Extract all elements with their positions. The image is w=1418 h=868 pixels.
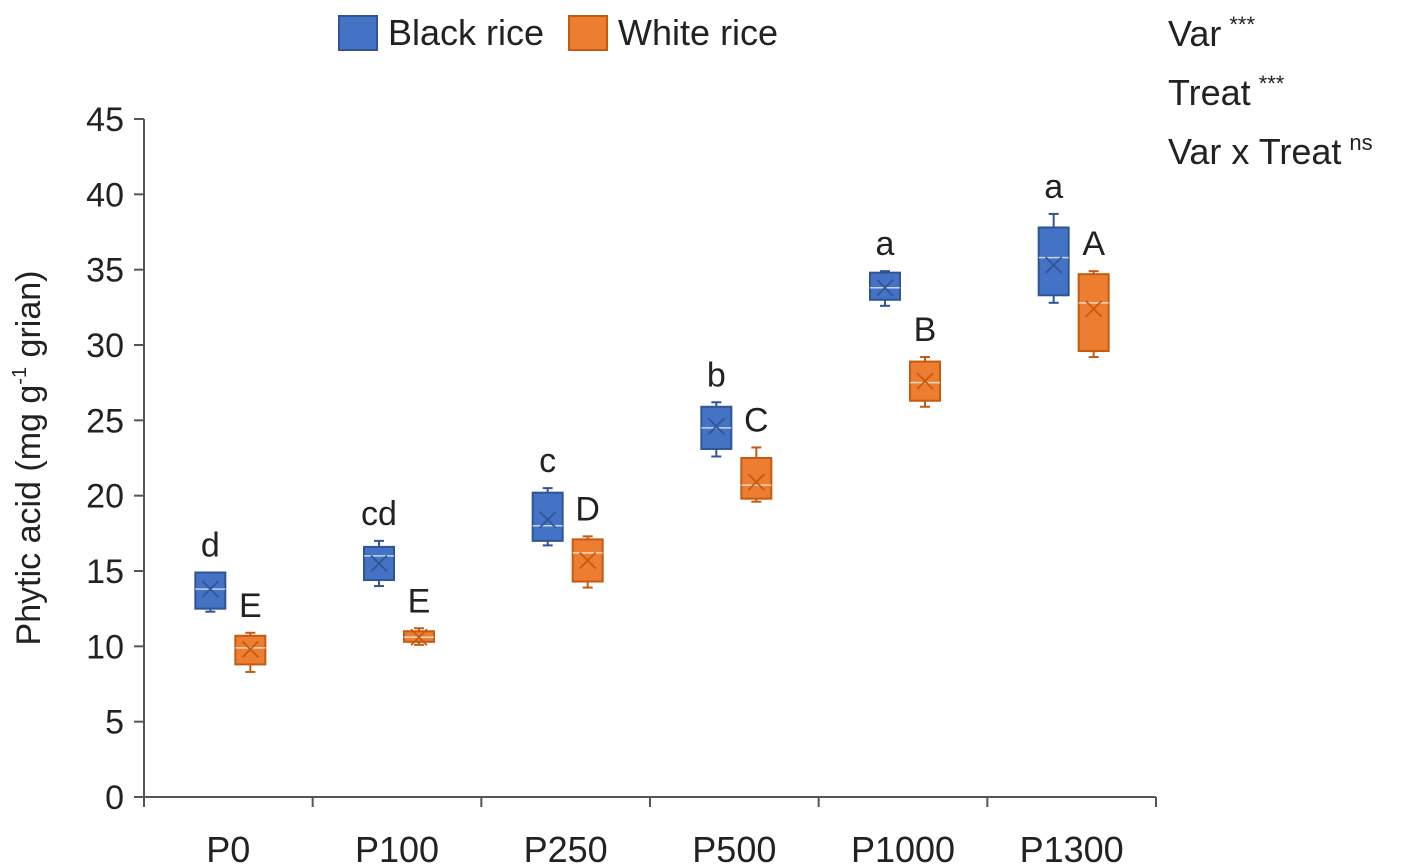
box-white-rice-p250: D (571, 490, 604, 589)
box-black-rice-p1000: a (869, 225, 901, 307)
significance-letter: a (1044, 168, 1063, 206)
y-tick-label: 35 (86, 252, 124, 290)
significance-letter: C (744, 401, 769, 439)
stat-treat: Treat *** (1168, 71, 1285, 113)
significance-letter: A (1082, 225, 1105, 263)
mean-marker (579, 551, 597, 570)
y-tick-label: 5 (105, 704, 124, 742)
mean-marker (370, 554, 388, 573)
mean-marker (876, 279, 894, 297)
box-black-rice-p250: c (531, 442, 564, 547)
x-tick-label: P250 (524, 829, 608, 868)
box-black-rice-p1300: a (1037, 168, 1070, 304)
box-body (869, 271, 901, 301)
mean-marker (241, 640, 259, 658)
y-tick-label: 40 (86, 176, 124, 214)
x-tick-label: P500 (692, 829, 776, 868)
box-white-rice-p0: E (234, 587, 267, 673)
y-axis-label: Phytic acid (mg g-1 grian) (9, 271, 48, 646)
mean-marker (1085, 300, 1103, 318)
box-body (740, 457, 773, 500)
box-body (531, 491, 564, 542)
mean-marker (707, 417, 725, 435)
box-white-rice-p500: C (740, 401, 773, 503)
box-body (1077, 273, 1110, 353)
box-white-rice-p1300: A (1077, 225, 1110, 359)
box-white-rice-p100: E (403, 582, 435, 646)
significance-letter: cd (361, 495, 397, 533)
box-body (234, 634, 267, 666)
stat-interaction: Var x Treat ns (1168, 130, 1373, 172)
significance-letter: d (201, 527, 220, 565)
significance-letter: b (707, 356, 726, 394)
x-tick-label: P0 (206, 829, 250, 868)
legend-item-black-rice: Black rice (338, 12, 544, 54)
mean-marker (747, 473, 765, 491)
significance-letter: D (575, 490, 600, 528)
x-tick-label: P1000 (851, 829, 955, 868)
y-tick-label: 45 (86, 101, 124, 139)
box-black-rice-p0: d (194, 527, 227, 613)
legend: Black rice White rice (338, 12, 802, 54)
mean-marker (916, 372, 934, 390)
y-tick-label: 20 (86, 478, 124, 516)
significance-letter: a (876, 225, 895, 263)
significance-letter: E (239, 587, 262, 625)
legend-swatch-white-rice (568, 15, 609, 51)
box-body (194, 571, 227, 610)
significance-letter: c (539, 442, 556, 480)
y-tick-label: 10 (86, 628, 124, 666)
x-tick-label: P1300 (1020, 829, 1124, 868)
legend-label-black-rice: Black rice (388, 12, 545, 53)
box-black-rice-p500: b (700, 356, 733, 458)
mean-marker (201, 580, 219, 598)
legend-swatch-black-rice (338, 15, 378, 51)
significance-letter: B (914, 311, 937, 349)
mean-marker (539, 511, 557, 529)
mean-marker (1045, 256, 1063, 274)
y-tick-label: 15 (86, 553, 124, 591)
y-tick-label: 25 (86, 402, 124, 440)
mean-marker (410, 628, 428, 646)
box-black-rice-p100: cd (361, 495, 397, 588)
boxes: d cd c b a a E E D C B A (194, 168, 1110, 673)
significance-summary: Var *** Treat *** Var x Treat ns (1168, 0, 1373, 177)
significance-letter: E (408, 582, 431, 620)
box-body (1037, 226, 1070, 297)
axes: 0 5 10 15 20 25 30 35 40 45 P0 P100 P250 P500 P1000 P13… (86, 101, 1157, 868)
y-tick-label: 30 (86, 327, 124, 365)
legend-label-white-rice: White rice (618, 12, 779, 53)
y-tick-label: 0 (105, 779, 124, 817)
box-white-rice-p1000: B (909, 311, 941, 408)
x-tick-label: P100 (355, 829, 439, 868)
legend-item-white-rice: White rice (568, 12, 778, 54)
stat-var: Var *** (1168, 12, 1256, 54)
